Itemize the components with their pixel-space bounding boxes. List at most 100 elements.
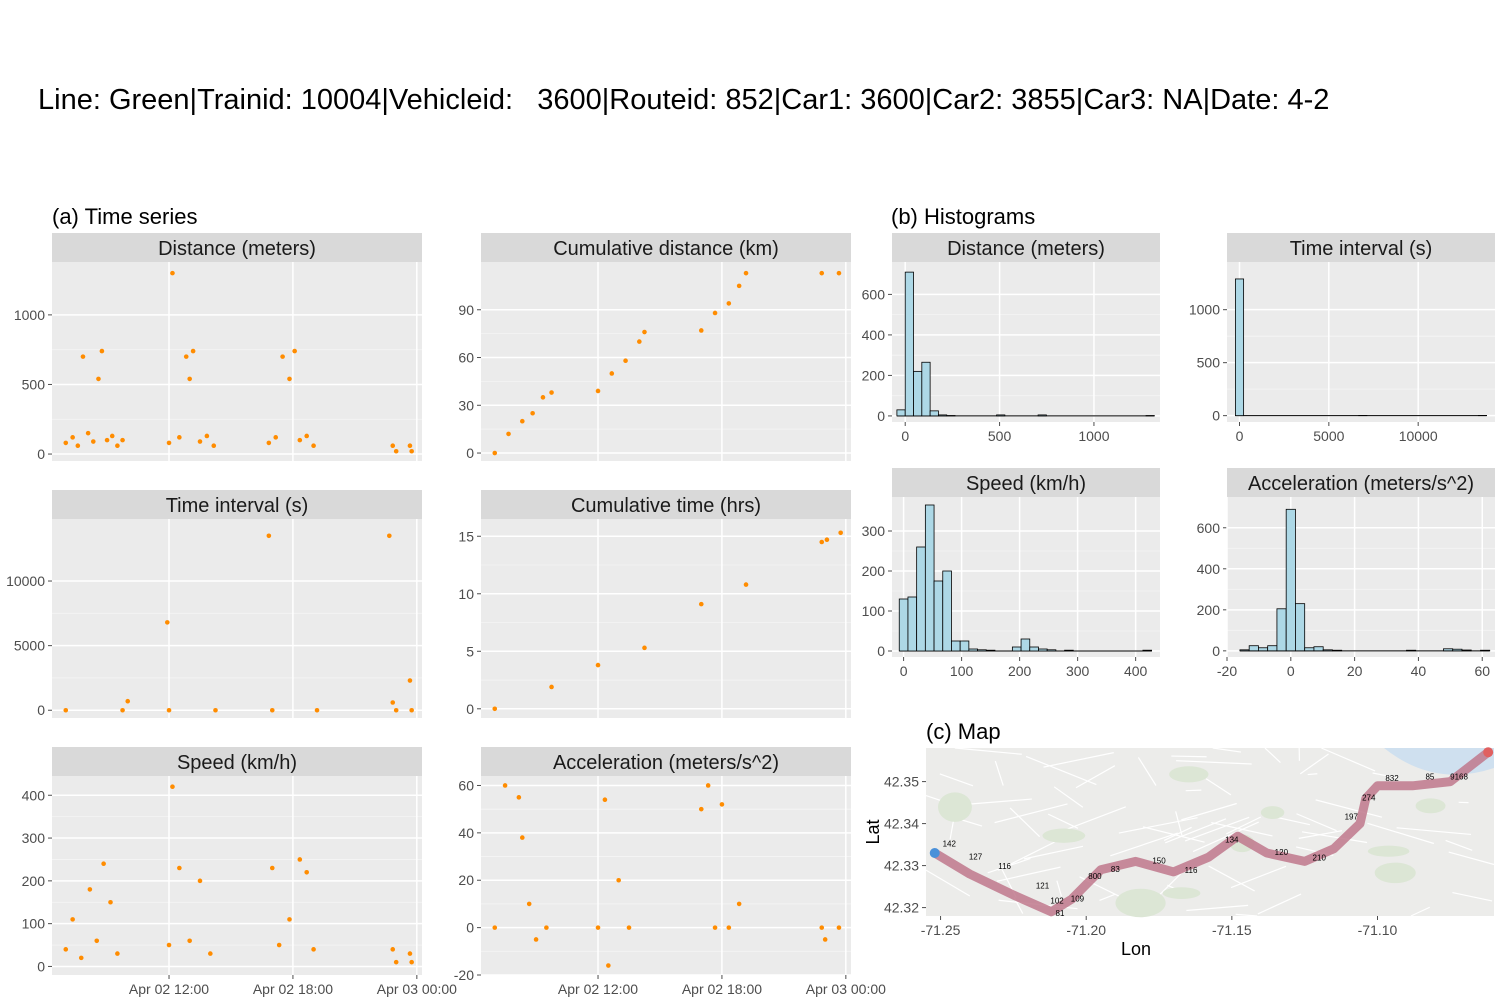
map-street <box>1058 806 1126 833</box>
ts-point-0 <box>273 435 279 440</box>
map-park <box>1162 887 1201 899</box>
hist-tick-label-x-2: 200 <box>1008 663 1032 679</box>
hist-bar-2 <box>959 640 970 652</box>
hist-bar-0 <box>1037 414 1047 417</box>
hist-bar-3 <box>1480 649 1491 652</box>
hist-tick-label-y-0: 400 <box>862 327 886 343</box>
map-street <box>1212 747 1242 753</box>
ts-point-0 <box>115 443 120 448</box>
hist-tick-label-y-1: 500 <box>1197 355 1221 371</box>
map-park <box>1042 828 1086 843</box>
ts-point-1 <box>642 329 647 335</box>
ts-point-0 <box>304 433 309 439</box>
map-point-label: 127 <box>969 852 983 861</box>
ts-tick-label-x-4: Apr 03 00:00 <box>377 981 457 997</box>
hist-panel-0: Distance (meters) 0 200 400 600 0 500 1000 <box>862 233 1160 444</box>
ts-tick-label-y-5: 40 <box>458 825 474 841</box>
hist-tick-label-x-2: 300 <box>1066 663 1090 679</box>
ts-tick-label-y-1: 60 <box>458 350 474 366</box>
ts-point-1 <box>609 371 615 376</box>
ts-tick-label-y-1: 30 <box>458 397 474 413</box>
hist-bar-2 <box>924 504 935 652</box>
ts-point-5 <box>698 806 704 812</box>
ts-strip-2 <box>52 490 422 519</box>
ts-tick-label-y-1: 90 <box>458 302 474 318</box>
hist-bar-2 <box>1029 646 1039 652</box>
ts-point-4 <box>197 878 203 884</box>
map-street <box>1307 773 1318 776</box>
ts-point-0 <box>187 376 192 382</box>
hist-bar-0 <box>904 271 914 417</box>
hist-bar-3 <box>1461 649 1472 652</box>
ts-panel-4: Speed (km/h) 0 100 200 300 400 Apr 02 12:00 Apr… <box>22 747 457 997</box>
ts-point-2 <box>393 707 399 713</box>
hist-strip-0 <box>892 233 1160 262</box>
ts-strip-3 <box>481 490 851 519</box>
hist-bar-3 <box>1258 647 1269 652</box>
map-park <box>1374 862 1416 884</box>
map-street <box>1452 891 1493 902</box>
map-point-label: 120 <box>1275 848 1289 857</box>
map-point-label: 102 <box>1050 896 1064 905</box>
hist-bar-2 <box>1046 649 1057 652</box>
ts-point-4 <box>87 887 93 892</box>
ts-point-0 <box>197 439 203 444</box>
ts-point-0 <box>311 443 316 448</box>
ts-point-0 <box>287 376 292 382</box>
ts-point-0 <box>166 440 172 446</box>
map-street <box>1025 755 1097 786</box>
map-point-label: 81 <box>1056 909 1065 918</box>
ts-point-1 <box>506 431 511 437</box>
ts-point-1 <box>595 388 601 394</box>
hist-tick-label-x-2: 0 <box>900 663 908 679</box>
map-street <box>1047 813 1079 829</box>
ts-point-5 <box>526 901 532 907</box>
ts-tick-label-y-2: 0 <box>37 702 45 718</box>
hist-bar-3 <box>1295 603 1306 652</box>
map-street <box>954 747 1022 755</box>
ts-point-2 <box>166 707 172 713</box>
hist-tick-label-y-2: 0 <box>877 643 885 659</box>
ts-point-1 <box>743 270 749 276</box>
ts-tick-label-y-4: 200 <box>22 873 46 889</box>
map-point-label: 116 <box>998 862 1011 871</box>
ts-point-4 <box>407 951 413 956</box>
hist-strip-title-1: Time interval (s) <box>1290 238 1433 260</box>
ts-strip-title-0: Distance (meters) <box>158 238 316 260</box>
map-tick-label-y: 42.32 <box>884 900 919 916</box>
ts-tick-label-y-3: 5 <box>466 643 474 659</box>
map-point-label: 85 <box>1425 773 1434 782</box>
map-street <box>1192 821 1259 853</box>
map-point-label: 832 <box>1385 774 1399 783</box>
ts-tick-label-y-2: 5000 <box>14 638 45 654</box>
ts-point-4 <box>177 865 182 871</box>
ts-point-0 <box>190 348 196 354</box>
hist-strip-title-2: Speed (km/h) <box>966 473 1086 495</box>
hist-strip-title-3: Acceleration (meters/s^2) <box>1248 473 1474 495</box>
map-tick-label-y: 42.35 <box>884 774 919 790</box>
ts-point-0 <box>177 435 182 440</box>
ts-point-1 <box>540 395 546 400</box>
hist-bar-2 <box>898 598 909 652</box>
map-street <box>1184 816 1250 842</box>
hist-plot-bg-3 <box>1227 497 1495 657</box>
map-park <box>1415 798 1446 814</box>
ts-point-0 <box>204 433 210 439</box>
ts-point-4 <box>115 951 120 956</box>
ts-point-2 <box>213 707 218 713</box>
ts-point-4 <box>409 959 414 965</box>
hist-bar-1 <box>1234 278 1245 417</box>
ts-point-0 <box>75 443 81 448</box>
map-street <box>1099 893 1116 902</box>
map-street <box>1315 799 1383 818</box>
ts-point-2 <box>387 533 392 539</box>
ts-point-1 <box>726 301 732 306</box>
hist-bar-0 <box>929 410 939 417</box>
map-park <box>1367 845 1410 857</box>
hist-bar-0 <box>921 361 931 417</box>
ts-strip-5 <box>481 747 851 776</box>
ts-plot-bg-1 <box>481 262 851 461</box>
hist-tick-label-x-3: 60 <box>1474 663 1490 679</box>
ts-point-5 <box>502 783 508 788</box>
ts-point-0 <box>96 376 101 382</box>
